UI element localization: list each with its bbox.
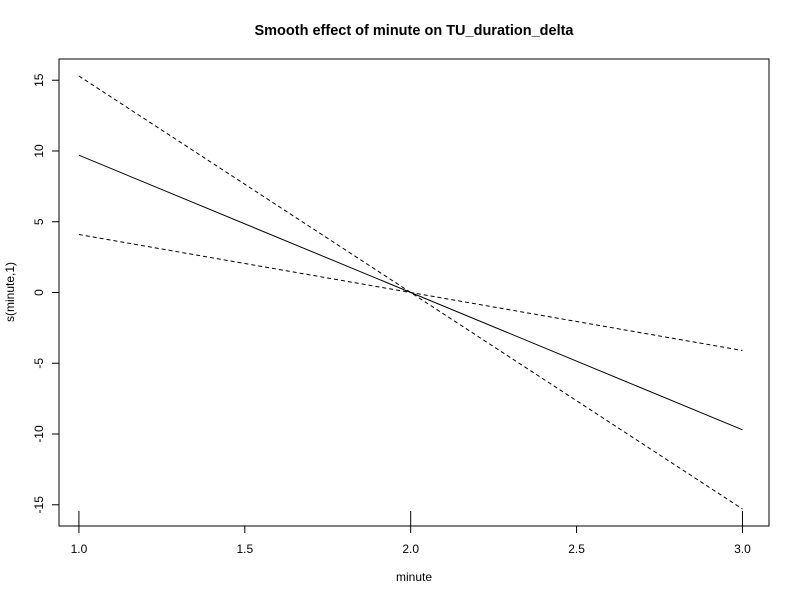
y-tick-label: -15 [32,496,46,514]
y-axis-ticks: -15 -10 -5 0 5 10 15 [32,73,59,513]
x-tick-label: 2.5 [568,542,585,556]
x-tick-label: 2.0 [402,542,419,556]
series-lines [78,75,743,510]
y-tick-label: -5 [32,358,46,369]
plot-frame [58,58,770,527]
y-axis-label: s(minute,1) [3,262,17,322]
x-axis-label: minute [396,570,432,584]
x-tick-label: 3.0 [734,542,751,556]
chart-title: Smooth effect of minute on TU_duration_d… [254,23,574,39]
rug-marks [78,511,743,526]
confidence-band-line [78,234,743,351]
y-tick-label: 15 [32,73,46,87]
y-tick-label: 0 [32,289,46,296]
x-tick-label: 1.5 [236,542,253,556]
y-tick-label: -10 [32,425,46,443]
confidence-band-line [78,75,743,510]
y-tick-label: 5 [32,218,46,225]
x-axis-ticks: 1.0 1.5 2.0 2.5 3.0 [71,526,751,556]
x-tick-label: 1.0 [71,542,88,556]
y-tick-label: 10 [32,144,46,158]
